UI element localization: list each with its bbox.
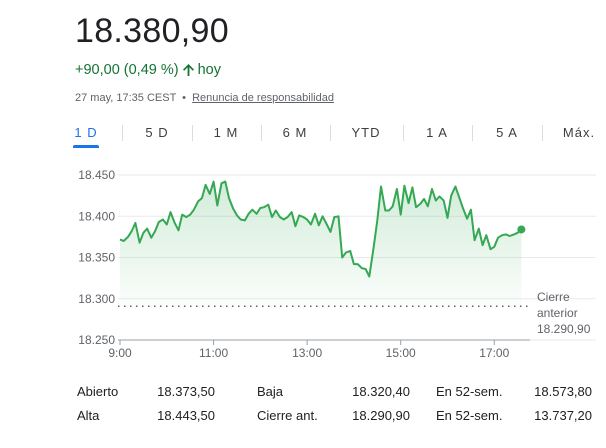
stat-open-value: 18.373,50	[157, 384, 215, 399]
stat-prev-close-value: 18.290,90	[352, 408, 410, 423]
tab-divider	[192, 125, 193, 141]
tab-divider	[261, 125, 262, 141]
tab-divider	[330, 125, 331, 141]
tab-6m[interactable]: 6 M	[282, 125, 308, 140]
price-area-fill	[120, 181, 522, 307]
tab-1d[interactable]: 1 D	[62, 122, 110, 148]
tab-5a[interactable]: 5 A	[496, 125, 518, 140]
y-tick-label: 18.400	[78, 209, 115, 223]
stat-high-value: 18.443,50	[157, 408, 215, 423]
y-tick-label: 18.450	[78, 168, 115, 182]
x-tick-label: 17:00	[479, 346, 509, 360]
x-tick-label: 13:00	[292, 346, 322, 360]
up-arrow-icon	[182, 64, 194, 76]
quote-meta: 27 may, 17:35 CEST • Renuncia de respons…	[75, 92, 334, 104]
tab-divider	[403, 125, 404, 141]
time-range-tabs: 1 D 5 D 1 M 6 M YTD 1 A 5 A Máx.	[62, 122, 606, 148]
tab-1a[interactable]: 1 A	[426, 125, 448, 140]
tab-5d[interactable]: 5 D	[145, 125, 169, 140]
x-tick-label: 9:00	[108, 346, 132, 360]
x-tick-label: 15:00	[386, 346, 416, 360]
stat-high-label: Alta	[77, 408, 100, 423]
previous-close-group: Cierre anterior 18.290,90	[118, 290, 591, 336]
stat-low-label: Baja	[257, 384, 284, 399]
stat-open-label: Abierto	[77, 384, 119, 399]
price-line	[119, 180, 523, 278]
stat-52w-low-value: 13.737,20	[534, 408, 592, 423]
tab-divider	[122, 125, 123, 141]
separator-dot: •	[182, 92, 187, 104]
stat-52w-high-label: En 52-sem.	[436, 384, 503, 399]
y-tick-label: 18.350	[78, 251, 115, 265]
chart-line-group	[119, 180, 526, 278]
stat-52w-low-label: En 52-sem.	[436, 408, 503, 423]
price-change-row: +90,00 (0,49 %) hoy	[75, 62, 221, 78]
x-tick-label: 11:00	[199, 346, 228, 360]
stat-52w-high-value: 18.573,80	[534, 384, 592, 399]
chart-area	[120, 181, 522, 307]
disclaimer-link[interactable]: Renuncia de responsabilidad	[192, 92, 334, 104]
change-period: hoy	[197, 62, 221, 78]
quote-timestamp: 27 may, 17:35 CEST	[75, 92, 177, 104]
previous-close-label: Cierre	[537, 290, 570, 304]
stat-prev-close-label: Cierre ant.	[257, 408, 318, 423]
y-tick-label: 18.300	[78, 292, 115, 306]
previous-close-label: anterior	[537, 306, 578, 320]
y-tick-label: 18.250	[78, 333, 115, 347]
price-change: +90,00 (0,49 %)	[75, 62, 179, 78]
tab-divider	[542, 125, 543, 141]
tab-ytd[interactable]: YTD	[351, 125, 381, 140]
tab-divider	[472, 125, 473, 141]
current-price: 18.380,90	[75, 12, 229, 50]
intraday-price-chart[interactable]: Cierre anterior 18.290,90 18.450 18.400 18.3…	[0, 160, 606, 360]
tab-1m[interactable]: 1 M	[213, 125, 239, 140]
previous-close-value: 18.290,90	[537, 322, 591, 336]
tab-max[interactable]: Máx.	[562, 125, 596, 140]
stat-low-value: 18.320,40	[352, 384, 410, 399]
current-price-dot	[517, 225, 526, 234]
